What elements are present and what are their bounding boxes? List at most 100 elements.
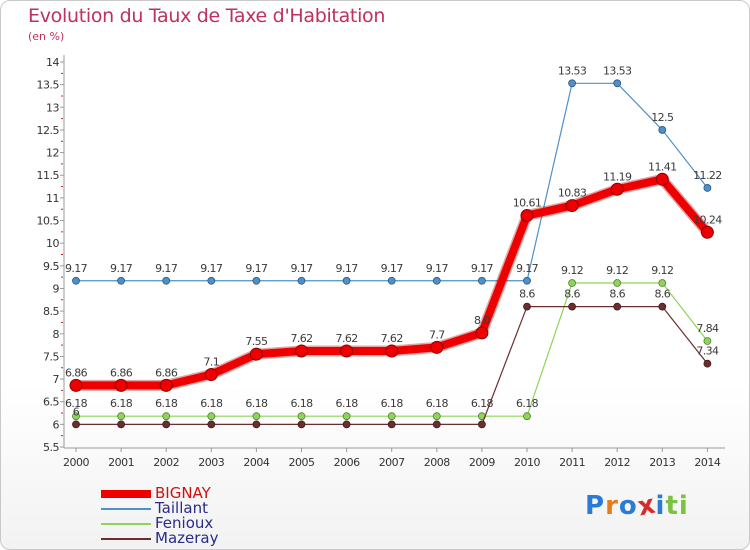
chart-title: Evolution du Taux de Taxe d'Habitation bbox=[28, 5, 386, 27]
data-point-mazeray bbox=[117, 420, 125, 429]
x-tick-label: 2011 bbox=[559, 456, 585, 469]
data-label-bignay: 6.86 bbox=[65, 366, 88, 379]
data-point-taillant bbox=[523, 276, 531, 285]
y-tick-label: 14 bbox=[46, 56, 59, 69]
y-tick-label: 12 bbox=[46, 147, 59, 160]
data-point-mazeray bbox=[342, 420, 351, 429]
data-point-bignay bbox=[114, 378, 128, 392]
data-label-taillant: 9.17 bbox=[426, 262, 449, 275]
data-label-mazeray: 8.6 bbox=[564, 288, 580, 301]
data-point-fenioux bbox=[252, 412, 261, 421]
x-tick-label: 2013 bbox=[649, 456, 675, 469]
data-point-bignay bbox=[520, 209, 534, 223]
x-tick-label: 2008 bbox=[424, 456, 450, 469]
logo-letter: o bbox=[618, 491, 638, 521]
data-label-mazeray: 7.34 bbox=[696, 345, 719, 358]
data-label-fenioux: 6.18 bbox=[336, 397, 359, 410]
y-tick-label: 13.5 bbox=[37, 79, 60, 92]
data-label-bignay: 6.86 bbox=[155, 366, 178, 379]
data-point-bignay bbox=[385, 344, 399, 358]
data-point-taillant bbox=[342, 276, 351, 285]
data-point-mazeray bbox=[387, 420, 396, 429]
data-label-taillant: 9.17 bbox=[110, 262, 133, 275]
data-label-fenioux: 6.18 bbox=[381, 397, 404, 410]
data-point-mazeray bbox=[162, 420, 171, 429]
data-label-fenioux: 7.84 bbox=[696, 322, 719, 335]
y-tick-label: 7.5 bbox=[43, 350, 59, 363]
data-point-fenioux bbox=[207, 412, 216, 421]
data-point-taillant bbox=[387, 276, 396, 285]
data-point-taillant bbox=[477, 276, 486, 285]
legend-label: Taillant bbox=[155, 499, 208, 517]
data-point-mazeray bbox=[568, 302, 576, 311]
data-point-taillant bbox=[568, 79, 576, 88]
data-point-taillant bbox=[72, 276, 80, 285]
data-point-fenioux bbox=[658, 279, 667, 287]
data-label-fenioux: 6.18 bbox=[65, 397, 88, 410]
data-point-fenioux bbox=[117, 412, 125, 421]
x-tick-label: 2000 bbox=[63, 456, 89, 469]
x-tick-label: 2006 bbox=[334, 456, 360, 469]
data-label-mazeray: 8.6 bbox=[654, 288, 670, 301]
data-label-bignay: 11.41 bbox=[648, 160, 677, 173]
legend-swatch bbox=[101, 490, 151, 498]
data-point-bignay bbox=[249, 347, 263, 361]
data-label-bignay: 7.1 bbox=[203, 356, 219, 369]
data-point-mazeray bbox=[703, 359, 712, 368]
data-point-bignay bbox=[159, 378, 173, 392]
data-point-taillant bbox=[162, 276, 171, 285]
data-point-mazeray bbox=[72, 420, 80, 429]
y-tick-label: 9.5 bbox=[43, 260, 59, 273]
x-tick-label: 2004 bbox=[243, 456, 269, 469]
y-tick-label: 12.5 bbox=[37, 124, 60, 137]
data-point-bignay bbox=[430, 340, 444, 354]
legend-label: Mazeray bbox=[155, 529, 219, 547]
data-label-fenioux: 9.12 bbox=[561, 264, 583, 277]
data-label-taillant: 9.17 bbox=[200, 262, 223, 275]
data-label-taillant: 13.53 bbox=[603, 64, 632, 77]
data-label-bignay: 7.62 bbox=[381, 332, 403, 345]
data-point-bignay bbox=[295, 344, 308, 358]
data-label-taillant: 13.53 bbox=[558, 64, 587, 77]
data-label-bignay: 7.7 bbox=[429, 328, 445, 341]
legend-label: Fenioux bbox=[155, 514, 214, 532]
data-label-fenioux: 6.18 bbox=[110, 397, 133, 410]
x-tick-label: 2010 bbox=[514, 456, 540, 469]
data-point-fenioux bbox=[613, 279, 622, 287]
data-label-fenioux: 6.18 bbox=[200, 397, 223, 410]
data-label-fenioux: 9.12 bbox=[606, 264, 628, 277]
x-tick-label: 2007 bbox=[379, 456, 405, 469]
data-point-taillant bbox=[613, 79, 622, 88]
data-point-fenioux bbox=[432, 412, 441, 421]
data-point-bignay bbox=[610, 182, 624, 196]
data-point-fenioux bbox=[387, 412, 396, 421]
data-label-fenioux: 9.12 bbox=[651, 264, 673, 277]
y-tick-label: 11 bbox=[46, 192, 59, 205]
x-tick-label: 2014 bbox=[694, 456, 720, 469]
data-point-bignay bbox=[655, 172, 669, 186]
x-tick-label: 2003 bbox=[198, 456, 224, 469]
data-label-bignay: 7.55 bbox=[245, 335, 268, 348]
logo-letter: r bbox=[605, 491, 619, 521]
data-label-bignay: 7.62 bbox=[336, 332, 358, 345]
data-label-bignay: 10.24 bbox=[693, 213, 722, 226]
x-tick-label: 2002 bbox=[153, 456, 179, 469]
legend-swatch bbox=[101, 523, 151, 525]
data-label-mazeray: 8.6 bbox=[609, 288, 625, 301]
data-label-fenioux: 6.18 bbox=[516, 397, 539, 410]
y-tick-label: 8 bbox=[53, 328, 60, 341]
data-point-taillant bbox=[658, 126, 667, 134]
data-label-mazeray: 6 bbox=[73, 405, 80, 418]
data-label-fenioux: 6.18 bbox=[426, 397, 449, 410]
logo-letter: P bbox=[585, 491, 606, 521]
data-point-bignay bbox=[340, 344, 354, 358]
data-label-bignay: 10.83 bbox=[558, 187, 587, 200]
data-point-mazeray bbox=[432, 420, 441, 429]
chart-subtitle: (en %) bbox=[28, 30, 65, 43]
y-tick-label: 9 bbox=[53, 282, 60, 295]
data-point-mazeray bbox=[613, 302, 622, 311]
data-point-mazeray bbox=[523, 302, 531, 311]
data-label-fenioux: 6.18 bbox=[245, 397, 268, 410]
data-point-mazeray bbox=[658, 302, 667, 311]
